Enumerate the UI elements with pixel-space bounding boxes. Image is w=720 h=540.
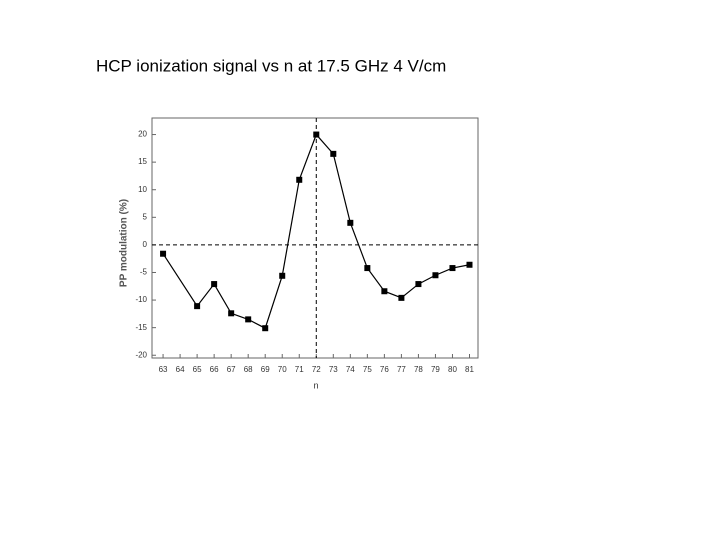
y-tick-label: 15 (138, 157, 147, 166)
data-point (296, 176, 303, 183)
y-tick-label: 10 (138, 185, 147, 194)
data-point (194, 303, 201, 310)
y-tick-label: 0 (143, 240, 148, 249)
x-tick-label: 74 (346, 365, 355, 374)
data-point (364, 265, 371, 272)
x-tick-label: 70 (278, 365, 287, 374)
data-point (432, 272, 439, 279)
x-tick-label: 79 (431, 365, 440, 374)
y-axis-label: PP modulation (%) (119, 199, 130, 287)
y-tick-label: -20 (135, 350, 147, 359)
x-tick-label: 68 (244, 365, 253, 374)
plot-frame (151, 117, 479, 359)
y-tick-label: 20 (138, 130, 147, 139)
x-tick-label: 75 (363, 365, 372, 374)
data-point (449, 265, 456, 272)
data-point (381, 288, 388, 295)
data-point (466, 261, 473, 268)
x-tick-label: 71 (295, 365, 304, 374)
data-point (211, 281, 218, 288)
y-tick-label: -10 (135, 295, 147, 304)
x-tick-label: 64 (176, 365, 185, 374)
x-tick-label: 81 (465, 365, 474, 374)
x-tick-label: 65 (193, 365, 202, 374)
data-point (330, 150, 337, 157)
x-tick-label: 76 (380, 365, 389, 374)
data-point (415, 281, 422, 288)
x-tick-label: 67 (227, 365, 236, 374)
data-point (245, 316, 252, 323)
y-tick-label: -15 (135, 323, 147, 332)
x-tick-label: 73 (329, 365, 338, 374)
x-tick-label: 72 (312, 365, 321, 374)
chart-title: HCP ionization signal vs n at 17.5 GHz 4… (96, 56, 446, 75)
x-tick-label: 78 (414, 365, 423, 374)
x-tick-label: 69 (261, 365, 270, 374)
x-tick-label: 80 (448, 365, 457, 374)
y-tick-label: -5 (140, 268, 148, 277)
data-point (347, 219, 354, 226)
data-point (398, 294, 405, 301)
data-point (313, 131, 320, 138)
data-point (262, 325, 269, 332)
x-axis-label: n (313, 380, 318, 390)
data-point (228, 310, 235, 317)
x-tick-label: 66 (210, 365, 219, 374)
y-tick-label: 5 (143, 212, 148, 221)
x-tick-label: 77 (397, 365, 406, 374)
data-point (160, 250, 167, 257)
x-tick-label: 63 (159, 365, 168, 374)
data-point (279, 272, 286, 279)
